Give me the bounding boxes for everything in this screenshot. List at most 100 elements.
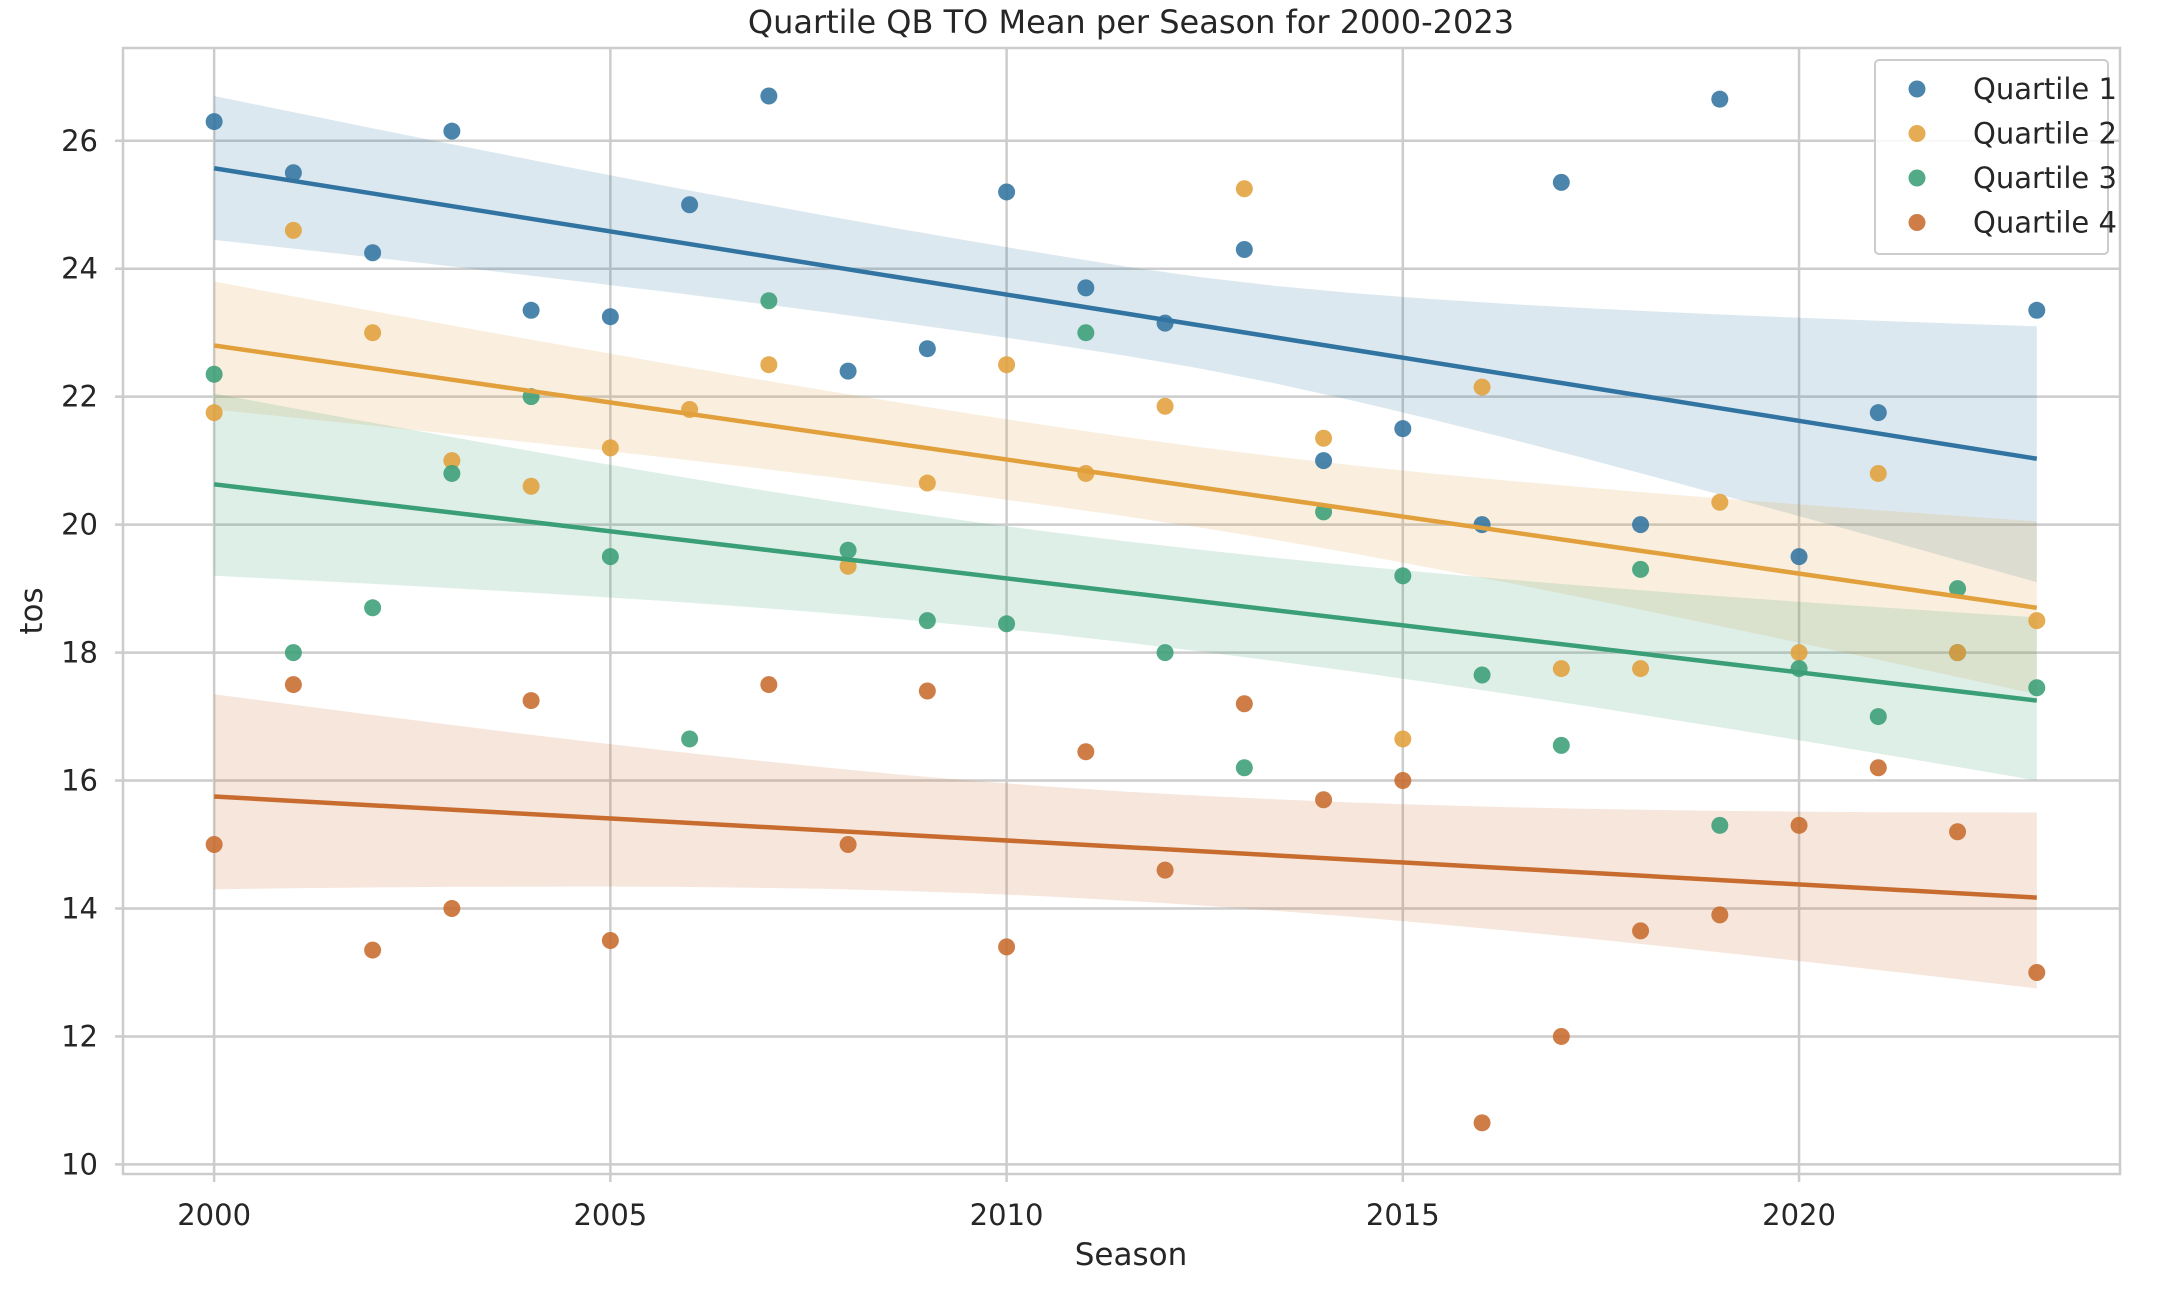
quartile-4-point xyxy=(1949,823,1967,841)
quartile-3-point xyxy=(284,644,302,662)
quartile-2-point xyxy=(1869,464,1887,482)
quartile-2-point xyxy=(1949,644,1967,662)
quartile-1-point xyxy=(1711,90,1729,108)
legend-marker-quartile-3 xyxy=(1908,169,1926,187)
quartile-2-point xyxy=(998,356,1016,374)
quartile-1-point xyxy=(601,308,619,326)
quartile-3-point xyxy=(601,548,619,566)
legend: Quartile 1 Quartile 2 Quartile 3 Quartile 4 xyxy=(1874,59,2117,255)
quartile-1-point xyxy=(1315,452,1333,470)
chart-title: Quartile QB TO Mean per Season for 2000-… xyxy=(748,3,1514,41)
quartile-3-point xyxy=(1394,567,1412,585)
quartile-4-point xyxy=(2028,963,2046,981)
y-tick-label: 16 xyxy=(61,764,98,798)
quartile-2-confidence-band xyxy=(214,281,2037,695)
quartile-2-point xyxy=(918,474,936,492)
quartile-2-point xyxy=(760,356,778,374)
quartile-3-confidence-band xyxy=(214,393,2037,781)
quartile-2-point xyxy=(205,404,223,422)
x-tick-label: 2005 xyxy=(573,1198,647,1232)
quartile-1-point xyxy=(998,183,1016,201)
quartile-1-point xyxy=(918,340,936,358)
quartile-2-point xyxy=(1473,378,1491,396)
y-tick-label: 18 xyxy=(61,636,98,670)
y-tick-labels: 10 12 14 16 18 20 22 24 26 xyxy=(61,124,98,1182)
quartile-3-point xyxy=(443,464,461,482)
x-tick-labels: 2000 2005 2010 2015 2020 xyxy=(177,1198,1836,1232)
quartile-4-point xyxy=(1315,791,1333,809)
quartile-1-point xyxy=(443,122,461,140)
quartile-4-point xyxy=(998,938,1016,956)
x-tick-label: 2015 xyxy=(1366,1198,1440,1232)
y-tick-label: 10 xyxy=(61,1147,98,1181)
quartile-3-point xyxy=(1077,324,1095,342)
x-axis-label: Season xyxy=(1075,1237,1188,1273)
quartile-1-point xyxy=(1552,173,1570,191)
quartile-2-point xyxy=(1394,730,1412,748)
quartile-1-point xyxy=(284,164,302,182)
quartile-1-point xyxy=(1632,516,1650,534)
y-tick-label: 26 xyxy=(61,124,98,158)
x-tick-label: 2000 xyxy=(177,1198,251,1232)
grid xyxy=(115,48,2120,1182)
quartile-4-point xyxy=(760,676,778,694)
x-tick-label: 2010 xyxy=(970,1198,1044,1232)
quartile-2-point xyxy=(1315,429,1333,447)
quartile-4-point xyxy=(1156,861,1174,879)
quartile-2-point xyxy=(443,452,461,470)
quartile-1-point xyxy=(364,244,382,262)
quartile-4-point xyxy=(443,899,461,917)
quartile-1-point xyxy=(681,196,699,214)
quartile-3-point xyxy=(205,365,223,383)
quartile-1-point xyxy=(839,362,857,380)
regression-lines xyxy=(213,166,2038,900)
quartile-4-point xyxy=(364,941,382,959)
quartile-3-point xyxy=(839,541,857,559)
quartile-3-point xyxy=(1235,759,1253,777)
quartile-4-point xyxy=(1473,1114,1491,1132)
quartile-1-point xyxy=(1077,279,1095,297)
quartile-3-point xyxy=(1949,580,1967,598)
quartile-1-point xyxy=(1790,548,1808,566)
quartile-1-point xyxy=(1235,241,1253,259)
y-tick-label: 20 xyxy=(61,508,98,542)
quartile-4-point xyxy=(205,836,223,854)
legend-marker-quartile-2 xyxy=(1908,125,1926,142)
quartile-2-point xyxy=(1632,660,1650,678)
quartile-3-point xyxy=(364,599,382,617)
legend-label-quartile-1: Quartile 1 xyxy=(1973,72,2117,106)
quartile-1-point xyxy=(2028,301,2046,319)
quartile-1-point xyxy=(522,301,540,319)
quartile-4-point xyxy=(918,682,936,700)
confidence-bands xyxy=(214,96,2037,989)
quartile-3-point xyxy=(1552,736,1570,754)
quartile-2-point xyxy=(522,477,540,495)
quartile-2-point xyxy=(1156,397,1174,415)
quartile-4-point xyxy=(522,692,540,710)
quartile-2-point xyxy=(284,221,302,239)
quartile-3-point xyxy=(1869,708,1887,726)
quartile-2-point xyxy=(601,439,619,457)
quartile-4-point xyxy=(1394,772,1412,790)
quartile-4-point xyxy=(284,676,302,694)
quartile-2-point xyxy=(1235,180,1253,198)
quartile-4-point xyxy=(1632,922,1650,940)
quartile-1-point xyxy=(760,87,778,105)
quartile-3-point xyxy=(760,292,778,310)
quartile-1-point xyxy=(1869,404,1887,422)
quartile-4-point xyxy=(1790,816,1808,834)
quartile-2-point xyxy=(1790,644,1808,662)
legend-label-quartile-4: Quartile 4 xyxy=(1973,206,2117,240)
legend-marker-quartile-4 xyxy=(1908,214,1926,231)
quartile-4-confidence-band xyxy=(214,694,2037,989)
quartile-1-point xyxy=(1394,420,1412,438)
quartile-4-regression-line xyxy=(214,794,2037,900)
quartile-3-point xyxy=(918,612,936,630)
quartile-4-point xyxy=(839,836,857,854)
quartile-3-point xyxy=(681,730,699,748)
quartile-3-regression-line xyxy=(213,482,2038,703)
quartile-4-point xyxy=(1077,743,1095,761)
quartile-4-point xyxy=(1235,695,1253,713)
quartile-2-point xyxy=(2028,612,2046,630)
y-axis-label: tos xyxy=(14,587,50,634)
